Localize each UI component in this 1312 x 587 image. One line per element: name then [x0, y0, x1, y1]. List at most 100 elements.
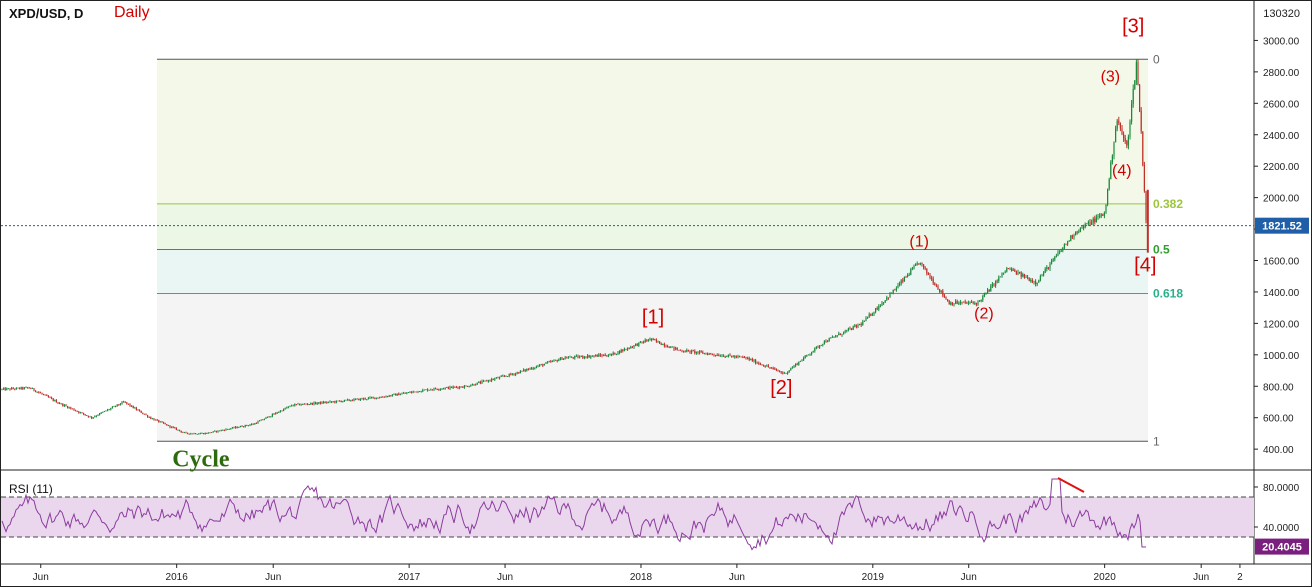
time-tick-label: 2018	[630, 572, 653, 583]
wave-label: Cycle	[172, 446, 230, 472]
candle-body	[908, 274, 910, 276]
candle-body	[1071, 235, 1073, 238]
candle-body	[811, 352, 813, 355]
candle-body	[1035, 281, 1037, 285]
candle-body	[1067, 241, 1069, 245]
candle-body	[116, 404, 118, 407]
candle-body	[881, 302, 883, 306]
candle-body	[67, 406, 69, 408]
candle-body	[358, 398, 360, 401]
wave-label: (1)	[909, 233, 929, 250]
candle-body	[900, 280, 902, 284]
candle-body	[27, 387, 29, 389]
candle-body	[270, 416, 272, 418]
candle-body	[745, 357, 747, 359]
candle-body	[1014, 269, 1016, 272]
candle-body	[1134, 80, 1136, 89]
candle-body	[796, 363, 798, 365]
candle-body	[1099, 216, 1101, 218]
candle-body	[902, 280, 904, 282]
candle-body	[779, 371, 781, 372]
candle-body	[875, 308, 877, 312]
candle-body	[356, 398, 358, 400]
candle-body	[614, 352, 616, 355]
candle-body	[324, 402, 326, 404]
candle-body	[1115, 128, 1117, 143]
candle-body	[812, 350, 814, 353]
candle-body	[385, 396, 387, 398]
candle-body	[1116, 120, 1118, 129]
candle-body	[899, 283, 901, 286]
candle-body	[430, 389, 432, 391]
candle-body	[302, 403, 304, 405]
candle-body	[534, 367, 536, 369]
candle-body	[897, 285, 899, 289]
rsi-line	[1, 478, 1146, 551]
candle-body	[273, 413, 275, 415]
candle-body	[803, 358, 805, 361]
candle-body	[854, 325, 856, 327]
candle-body	[659, 341, 661, 344]
candle-body	[124, 401, 126, 403]
candle-body	[14, 388, 16, 390]
candle-body	[212, 431, 214, 433]
wave-label: (2)	[974, 306, 994, 323]
candle-body	[583, 357, 585, 358]
candle-body	[980, 300, 982, 301]
candle-body	[958, 303, 960, 305]
candle-body	[401, 393, 403, 395]
price-tick-label: 800.00	[1263, 382, 1294, 393]
candle-body	[521, 370, 523, 372]
candle-body	[798, 361, 800, 365]
candle-body	[910, 269, 912, 275]
candle-body	[879, 305, 881, 307]
candle-body	[291, 405, 293, 407]
candle-body	[670, 346, 672, 348]
wave-label: [1]	[642, 306, 664, 328]
candle-body	[227, 428, 229, 430]
candle-body	[527, 369, 529, 370]
candle-body	[99, 413, 101, 416]
candle-body	[857, 324, 859, 327]
time-axis: Jun 2016 Jun 2017 Jun 2018 Jun 2019 Jun 2020 Jun 2	[33, 564, 1243, 583]
candle-body	[447, 387, 449, 389]
candle-body	[903, 276, 905, 282]
candle-body	[1124, 137, 1126, 142]
candle-body	[876, 308, 878, 310]
candle-body	[1027, 277, 1029, 279]
candle-body	[271, 413, 273, 417]
candle-body	[1132, 88, 1134, 105]
candle-body	[975, 302, 977, 305]
candle-body	[838, 333, 840, 336]
candle-body	[383, 396, 385, 398]
candle-body	[1044, 268, 1046, 273]
candle-body	[553, 360, 555, 361]
candle-body	[443, 388, 445, 390]
candle-body	[225, 428, 227, 431]
candle-body	[695, 351, 697, 354]
time-tick-label: 2016	[166, 572, 189, 583]
candle-body	[467, 386, 469, 387]
candle-body	[348, 399, 350, 401]
candle-body	[60, 403, 62, 405]
candle-body	[883, 302, 885, 304]
candle-body	[1055, 255, 1057, 257]
candle-body	[193, 433, 195, 435]
fibonacci-lines: 0 0.382 0.5 0.618 1	[156, 52, 1183, 448]
candle-body	[1123, 134, 1125, 138]
candle-body	[350, 400, 352, 402]
candle-body	[4, 388, 6, 390]
candle-body	[703, 353, 705, 354]
candle-body	[1092, 218, 1094, 223]
candle-body	[995, 280, 997, 286]
candle-body	[51, 397, 53, 399]
candle-body	[12, 388, 14, 389]
candle-body	[940, 290, 942, 292]
candle-body	[105, 410, 107, 412]
candle-body	[243, 426, 245, 428]
candle-body	[406, 392, 408, 394]
candle-body	[921, 262, 923, 265]
candle-body	[785, 372, 787, 374]
candle-body	[1065, 244, 1067, 246]
